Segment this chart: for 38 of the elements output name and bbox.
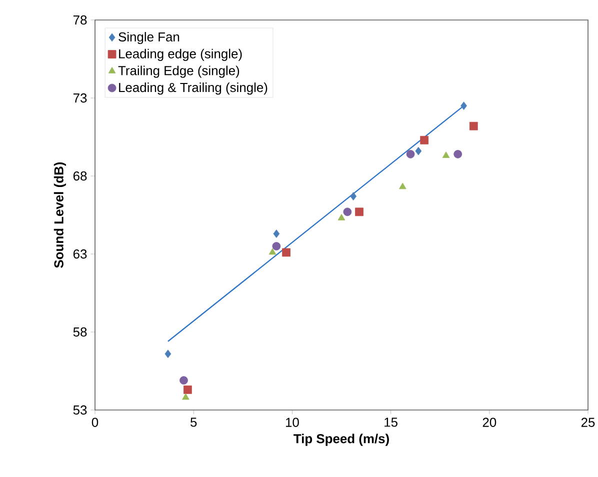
point [415,146,422,156]
point [442,152,450,158]
point [273,230,280,238]
point [272,242,281,250]
point [355,208,364,216]
point [184,386,192,394]
point [420,136,429,144]
y-tick-label: 53 [73,405,87,415]
point [406,150,415,158]
y-tick-label: 78 [73,15,87,25]
x-tick-label: 5 [190,418,197,427]
y-tick-label: 68 [73,171,87,181]
x-tick-label: 20 [482,418,496,427]
point [182,393,190,400]
point [460,102,467,110]
point [282,248,290,257]
x-tick-label: 0 [92,418,98,427]
point [180,376,188,385]
y-tick-label: 63 [73,249,87,259]
point [343,208,352,216]
point [398,182,406,190]
y-tick-label: 58 [73,327,87,337]
x-tick-label: 25 [581,418,595,427]
x-axis-title: Tip Speed (m/s) [294,434,389,446]
x-tick-label: 15 [384,418,398,427]
y-tick-label: 73 [73,93,87,103]
point [338,214,346,220]
point [469,122,478,130]
legend-label: Trailing Edge (single) [118,66,240,78]
legend-label: Leading & Trailing (single) [119,82,268,95]
x-tick-label: 10 [286,418,299,427]
legend-label: Leading edge (single) [119,48,242,61]
point [268,248,276,255]
y-axis-title: Sound Level (dB) [54,162,66,268]
point [454,150,462,158]
point [164,350,172,358]
legend-label: Single Fan [118,32,180,44]
point [350,192,357,200]
